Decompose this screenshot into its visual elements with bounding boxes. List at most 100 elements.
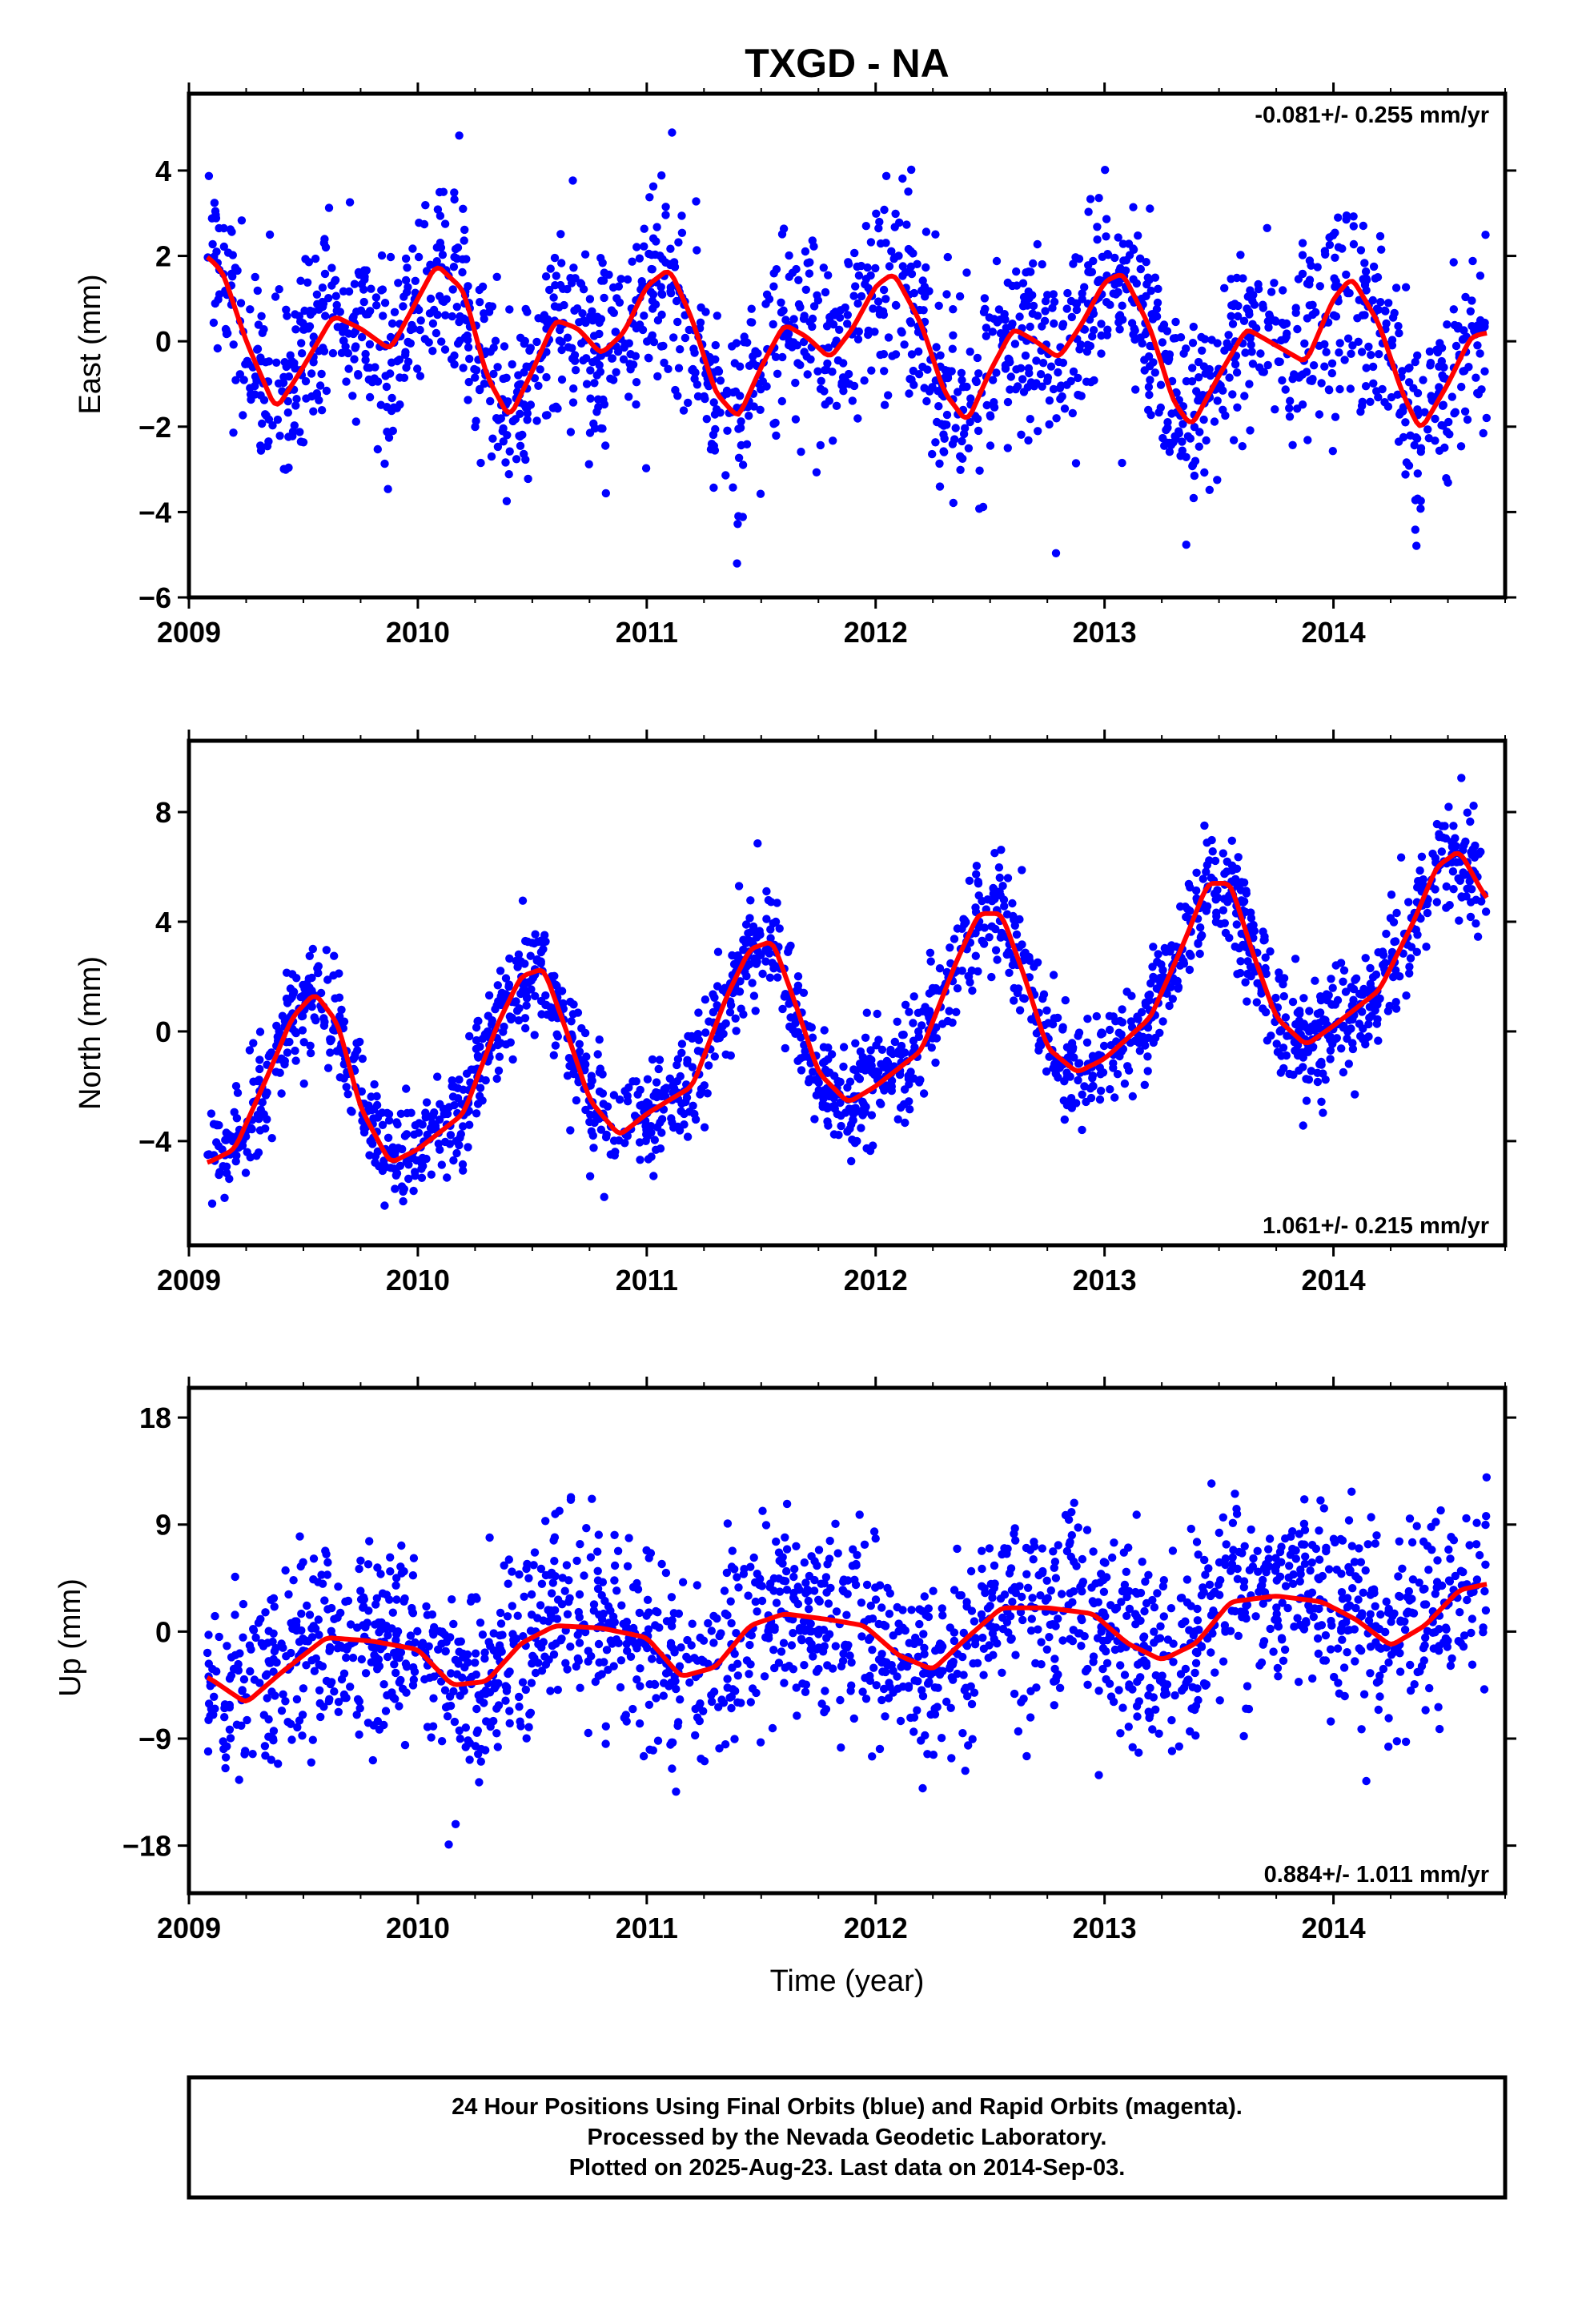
data-point <box>961 424 970 432</box>
data-point <box>837 1662 846 1671</box>
data-point <box>256 1614 265 1624</box>
data-point <box>1148 315 1158 324</box>
data-point <box>1392 908 1401 918</box>
data-point <box>1228 390 1237 399</box>
data-point <box>1049 1547 1058 1556</box>
data-point <box>1275 975 1283 983</box>
data-point <box>843 1127 852 1136</box>
data-point <box>1327 368 1337 378</box>
data-point <box>1270 279 1279 287</box>
data-point <box>231 376 240 384</box>
data-point <box>1283 1603 1292 1613</box>
data-point <box>1041 307 1050 316</box>
data-point <box>632 1077 640 1086</box>
data-point <box>962 1598 971 1606</box>
data-point <box>751 1007 760 1015</box>
x-tick-label: 2012 <box>844 616 908 649</box>
data-point <box>1263 360 1272 370</box>
data-point <box>1305 256 1315 265</box>
data-point <box>731 1014 740 1023</box>
data-point <box>1442 882 1451 891</box>
data-point <box>488 302 497 311</box>
data-point <box>1387 341 1397 350</box>
data-point <box>601 1722 610 1731</box>
data-point <box>1195 442 1204 451</box>
data-point <box>817 376 825 385</box>
data-point <box>310 1667 319 1675</box>
data-point <box>712 405 721 414</box>
data-point <box>813 296 823 305</box>
data-point <box>748 1684 757 1693</box>
data-point <box>450 1717 460 1727</box>
data-point <box>940 434 949 443</box>
data-point <box>566 1126 575 1135</box>
data-point <box>1152 304 1162 314</box>
data-point <box>291 1056 300 1065</box>
data-point <box>1372 1019 1382 1028</box>
data-point <box>537 1010 546 1019</box>
data-point <box>862 1055 871 1064</box>
data-point <box>1351 1657 1359 1666</box>
data-point <box>1356 246 1366 255</box>
data-point <box>303 1601 311 1610</box>
data-point <box>1015 915 1024 924</box>
data-point <box>1126 1017 1136 1026</box>
data-point <box>809 1068 817 1076</box>
data-point <box>649 337 659 347</box>
data-point <box>210 199 219 207</box>
data-point <box>1012 281 1022 290</box>
data-point <box>372 301 381 310</box>
data-point <box>867 366 876 375</box>
data-point <box>1277 1051 1286 1060</box>
data-point <box>480 315 488 324</box>
data-point <box>382 382 391 392</box>
data-point <box>1384 1742 1393 1751</box>
data-point <box>824 1043 833 1052</box>
data-point <box>710 1052 719 1061</box>
data-point <box>1063 288 1072 298</box>
data-point <box>839 1649 848 1659</box>
data-point <box>267 1755 275 1764</box>
data-point <box>895 1070 905 1080</box>
data-point <box>975 466 984 475</box>
data-point <box>1215 1696 1224 1705</box>
data-point <box>1347 1487 1356 1496</box>
data-point <box>835 325 844 334</box>
data-point <box>464 396 472 404</box>
data-point <box>1153 298 1162 308</box>
data-point <box>833 1109 842 1119</box>
data-point <box>1032 356 1041 365</box>
data-point <box>1281 1534 1290 1543</box>
data-point <box>1010 921 1020 931</box>
data-point <box>721 983 729 992</box>
data-point <box>260 1742 270 1751</box>
data-point <box>644 1155 653 1164</box>
data-point <box>380 459 389 468</box>
data-point <box>1188 461 1197 471</box>
data-point <box>381 1624 390 1633</box>
data-point <box>1205 485 1215 494</box>
data-point <box>1447 392 1457 401</box>
data-point <box>442 1638 451 1647</box>
data-point <box>860 1540 869 1550</box>
chart-title: TXGD - NA <box>745 41 950 86</box>
data-point <box>1026 415 1035 424</box>
data-point <box>1481 1606 1491 1615</box>
data-point <box>1140 1606 1149 1616</box>
data-point <box>785 999 793 1008</box>
data-point <box>1411 496 1420 505</box>
data-point <box>781 990 790 999</box>
data-point <box>403 263 412 272</box>
data-point <box>1469 802 1478 810</box>
data-point <box>918 276 927 285</box>
data-point <box>815 1597 824 1606</box>
data-point <box>1006 385 1014 394</box>
data-point <box>909 1074 918 1083</box>
data-point <box>1360 259 1369 267</box>
data-point <box>486 396 495 406</box>
data-point <box>749 922 758 931</box>
data-point <box>1089 1081 1098 1091</box>
data-point <box>935 964 945 973</box>
data-point <box>541 411 551 420</box>
data-point <box>1137 1035 1146 1043</box>
